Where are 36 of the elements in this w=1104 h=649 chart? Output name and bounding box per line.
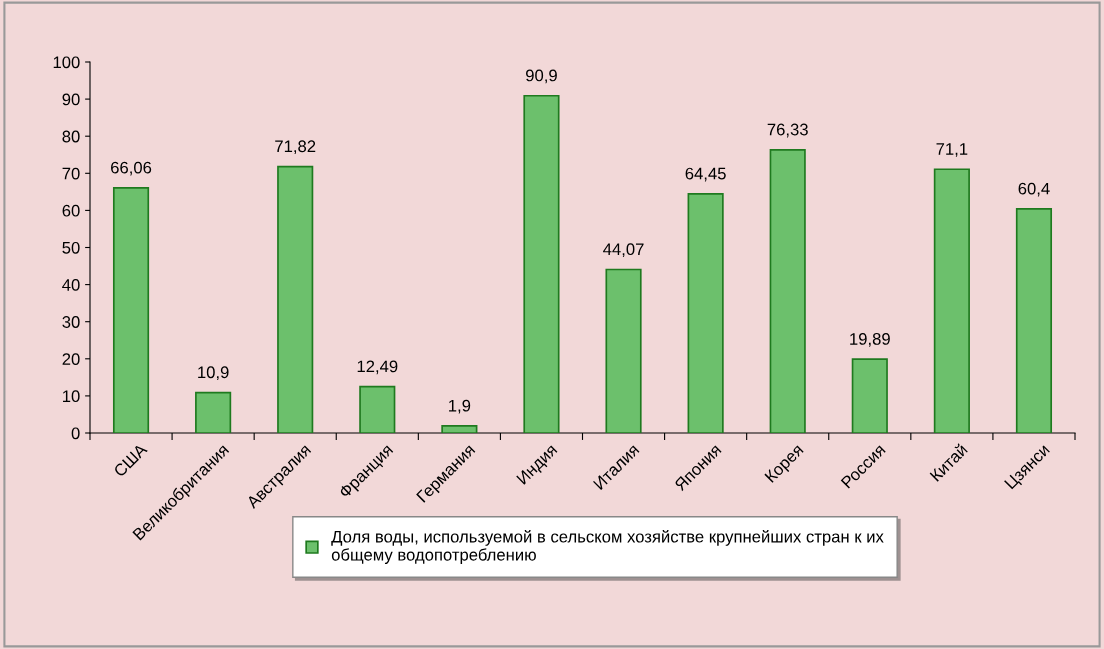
data-label: 71,1 — [936, 143, 968, 157]
y-tick-label: 60 — [62, 204, 80, 217]
bar — [195, 391, 232, 433]
y-tick-label: 30 — [62, 316, 80, 328]
data-label: 90,9 — [526, 69, 557, 84]
data-label: 19,89 — [850, 333, 890, 347]
y-tick-label: 50 — [62, 241, 80, 254]
y-tick-label: 0 — [71, 427, 80, 440]
bar — [851, 358, 888, 433]
data-label: 44,07 — [603, 243, 644, 258]
data-label: 10,9 — [198, 366, 229, 381]
bar — [277, 165, 314, 433]
data-label: 1,9 — [449, 399, 471, 414]
y-tick-label: 100 — [53, 56, 80, 69]
y-tick-label: 90 — [62, 93, 80, 106]
data-label: 12,49 — [357, 360, 398, 375]
y-tick-label: 40 — [62, 279, 80, 291]
y-tick-label: 20 — [62, 353, 80, 365]
data-label: 76,33 — [767, 123, 808, 138]
legend-label: Доля воды, используемой в сельском хозяйстве крупнейших стран к их общему водопотреблению — [331, 530, 884, 564]
data-label: 60,4 — [1018, 182, 1050, 197]
data-label: 64,45 — [685, 167, 726, 182]
bar — [687, 193, 724, 433]
bar — [769, 148, 806, 433]
bar — [112, 187, 150, 433]
bar — [441, 425, 478, 433]
bar — [1015, 208, 1053, 433]
bar — [933, 168, 970, 433]
bar — [523, 94, 560, 433]
bar — [359, 385, 396, 433]
data-label: 66,06 — [111, 161, 152, 176]
y-tick-label: 80 — [62, 130, 80, 143]
bar — [605, 268, 642, 433]
y-tick-label: 70 — [62, 167, 80, 180]
data-label: 71,82 — [275, 140, 316, 155]
y-tick-label: 10 — [63, 390, 80, 403]
